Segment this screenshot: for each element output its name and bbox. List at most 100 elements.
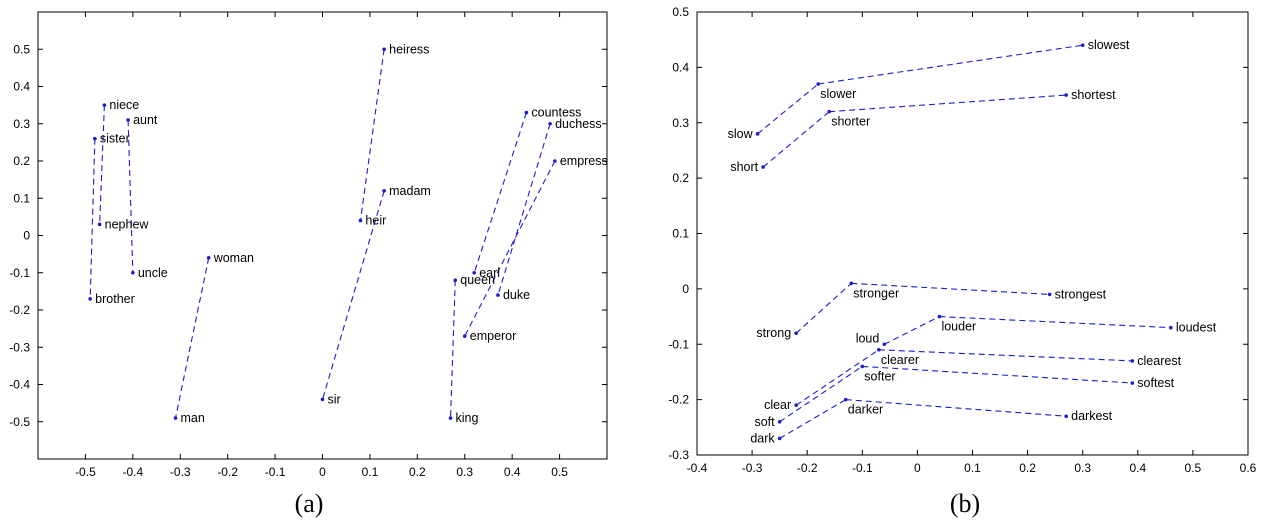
data-point bbox=[1064, 414, 1068, 419]
data-point bbox=[849, 281, 854, 286]
y-tick-label: 0.3 bbox=[672, 116, 689, 130]
y-tick-label: -0.3 bbox=[9, 340, 30, 354]
pair-segment bbox=[795, 282, 852, 334]
point-label: clearest bbox=[1137, 354, 1181, 368]
pair-segment bbox=[473, 112, 527, 273]
data-point bbox=[816, 82, 821, 86]
data-point bbox=[97, 222, 102, 227]
y-tick-label: -0.5 bbox=[9, 415, 30, 429]
point-label: woman bbox=[213, 251, 254, 265]
point-label: slower bbox=[820, 87, 856, 101]
x-tick-label: -0.2 bbox=[797, 461, 818, 475]
x-tick-label: -0.3 bbox=[742, 461, 763, 475]
point-label: shorter bbox=[831, 115, 870, 129]
y-tick-label: 0.2 bbox=[13, 154, 30, 168]
x-tick-label: 0.4 bbox=[504, 465, 521, 479]
data-point bbox=[548, 121, 552, 126]
panel-caption: (b) bbox=[950, 489, 980, 518]
y-tick-label: -0.1 bbox=[668, 337, 689, 351]
x-tick-label: 0.6 bbox=[1240, 461, 1257, 475]
pair-segment bbox=[174, 257, 210, 419]
x-tick-label: -0.4 bbox=[122, 465, 143, 479]
data-point bbox=[102, 103, 107, 107]
point-label: countess bbox=[531, 106, 581, 120]
y-tick-label: 0.1 bbox=[13, 191, 30, 205]
point-label: niece bbox=[109, 98, 139, 112]
point-label: louder bbox=[941, 320, 976, 334]
y-tick-label: 0.5 bbox=[13, 42, 30, 56]
panel-a: -0.5 -0.4 -0.3 -0.2 -0.1 0 0.1 0.2 0.3 0.4 0.5 -0.5… bbox=[9, 11, 608, 518]
x-tick-label: -0.4 bbox=[687, 461, 708, 475]
pair-segment bbox=[862, 365, 1133, 384]
y-tick-label: 0.2 bbox=[672, 171, 689, 185]
point-label: emperor bbox=[470, 329, 517, 343]
point-label: king bbox=[456, 411, 479, 425]
x-tick-label: -0.3 bbox=[170, 465, 191, 479]
point-label: darkest bbox=[1071, 409, 1113, 423]
point-label: aunt bbox=[133, 113, 158, 127]
data-point bbox=[1047, 292, 1052, 297]
y-tick-label: 0.4 bbox=[13, 80, 30, 94]
point-label: soft bbox=[754, 415, 775, 429]
data-point bbox=[1080, 43, 1085, 48]
data-point bbox=[453, 278, 458, 283]
pair-segment bbox=[818, 44, 1083, 85]
data-point bbox=[131, 270, 135, 275]
data-point bbox=[827, 109, 832, 114]
point-label: short bbox=[730, 160, 758, 174]
data-point bbox=[843, 397, 848, 402]
x-tick-label: 0.1 bbox=[362, 465, 379, 479]
pair-segment bbox=[464, 160, 556, 337]
pair-segment bbox=[884, 316, 940, 345]
point-label: darker bbox=[848, 403, 883, 417]
data-point bbox=[462, 334, 467, 338]
data-point bbox=[173, 416, 178, 420]
data-point bbox=[382, 47, 386, 52]
point-label: loud bbox=[856, 331, 880, 345]
pair-segment bbox=[878, 349, 1133, 362]
point-label: nephew bbox=[105, 217, 150, 231]
x-tick-label: -0.5 bbox=[75, 465, 96, 479]
point-label: heiress bbox=[389, 42, 429, 56]
data-point bbox=[1169, 325, 1173, 330]
pair-segment bbox=[89, 138, 96, 299]
point-label: queen bbox=[460, 273, 495, 287]
y-tick-label: -0.2 bbox=[668, 393, 689, 407]
point-label: earl bbox=[479, 266, 500, 280]
point-label: slowest bbox=[1088, 38, 1130, 52]
point-label: strong bbox=[756, 326, 791, 340]
point-label: clear bbox=[764, 398, 791, 412]
x-tick-label: 0.3 bbox=[456, 465, 473, 479]
plot-frame bbox=[37, 11, 608, 460]
data-point bbox=[1130, 359, 1135, 363]
point-label: heir bbox=[365, 214, 386, 228]
pair-segment bbox=[449, 280, 456, 419]
data-point bbox=[794, 403, 798, 407]
pair-segment bbox=[779, 365, 863, 423]
point-label: strongest bbox=[1055, 287, 1107, 301]
data-point bbox=[553, 159, 557, 163]
y-tick-label: -0.4 bbox=[9, 378, 30, 392]
data-point bbox=[755, 132, 760, 136]
point-label: loudest bbox=[1176, 321, 1217, 335]
pair-segment bbox=[851, 282, 1050, 295]
pair-segment bbox=[845, 399, 1067, 417]
y-tick-label: -0.2 bbox=[9, 303, 30, 317]
data-point bbox=[320, 397, 325, 402]
x-tick-label: 0.5 bbox=[551, 465, 568, 479]
panel-b: -0.4 -0.3 -0.2 -0.1 0 0.1 0.2 0.3 0.4 0.5 0.6-0.3-… bbox=[668, 5, 1256, 518]
x-tick-label: -0.1 bbox=[265, 465, 286, 479]
x-tick-label: 0.2 bbox=[409, 465, 426, 479]
data-point bbox=[1130, 381, 1135, 385]
point-label: softer bbox=[864, 369, 895, 383]
x-tick-label: 0 bbox=[319, 465, 326, 479]
y-tick-label: 0.1 bbox=[672, 227, 689, 241]
x-tick-label: -0.1 bbox=[852, 461, 873, 475]
y-tick-label: 0.4 bbox=[672, 60, 689, 74]
point-label: stronger bbox=[853, 286, 899, 300]
data-point bbox=[126, 118, 130, 122]
pair-segment bbox=[321, 190, 385, 400]
data-point bbox=[206, 256, 211, 260]
pair-segment bbox=[762, 111, 830, 168]
